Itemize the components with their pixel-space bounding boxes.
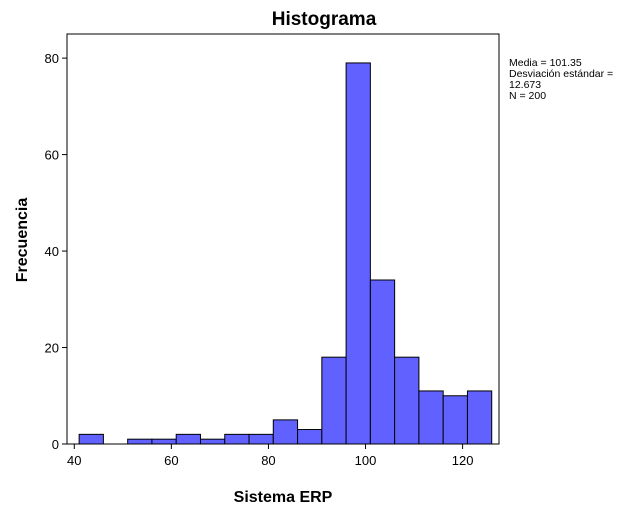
histogram-bar-4 xyxy=(175,433,201,445)
plot-area xyxy=(66,33,500,445)
histogram-bar-9 xyxy=(297,429,323,445)
x-tick-label: 100 xyxy=(355,453,377,468)
std-dev-stat-value: 12.673 xyxy=(509,79,542,91)
chart-title: Histograma xyxy=(272,9,377,30)
histogram-bar-8 xyxy=(272,419,299,445)
std-dev-stat-label: Desviación estándar = xyxy=(509,68,614,80)
y-tick-label: 80 xyxy=(45,51,59,66)
x-axis: 40 60 80 100 120 xyxy=(67,444,473,468)
y-tick-label: 40 xyxy=(45,244,59,259)
x-tick-label: 40 xyxy=(67,453,81,468)
y-tick-label: 0 xyxy=(52,437,59,452)
histogram-bar-11 xyxy=(345,62,371,445)
n-stat: N = 200 xyxy=(509,90,547,102)
summary-statistics: Media = 101.35 Desviación estándar = 12.… xyxy=(509,58,613,102)
y-tick-label: 60 xyxy=(45,148,59,163)
histogram-bar-5 xyxy=(199,438,226,445)
histogram-bar-14 xyxy=(418,390,444,445)
histogram-bar-16 xyxy=(466,390,493,445)
y-tick-label: 20 xyxy=(45,341,59,356)
x-axis-label: Sistema ERP xyxy=(234,489,333,506)
mean-stat: Media = 101.35 xyxy=(509,57,582,69)
histogram-bar-3 xyxy=(151,438,177,445)
histogram-bars xyxy=(78,62,493,445)
y-axis: 0 20 40 60 80 xyxy=(45,51,67,452)
histogram-bar-15 xyxy=(442,395,468,445)
y-axis-label: Frecuencia xyxy=(14,198,31,283)
x-tick-label: 80 xyxy=(261,453,275,468)
histogram-bar-13 xyxy=(394,356,420,445)
histogram-bar-10 xyxy=(321,356,347,445)
histogram-bar-12 xyxy=(369,279,396,445)
histogram-bar-7 xyxy=(248,433,274,445)
histogram-bar-2 xyxy=(127,438,153,445)
histogram-bar-0 xyxy=(78,433,104,445)
x-tick-label: 120 xyxy=(452,453,474,468)
histogram-bar-6 xyxy=(224,433,250,445)
x-tick-label: 60 xyxy=(164,453,178,468)
